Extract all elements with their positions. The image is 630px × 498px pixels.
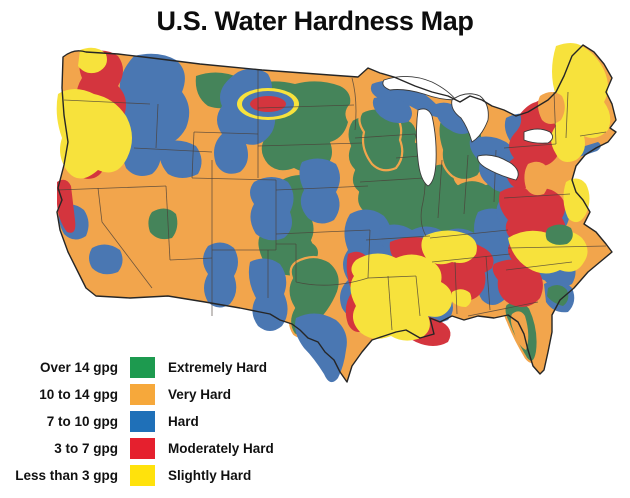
map-region-oregon-yellow xyxy=(56,89,132,179)
regions-slightly-hard xyxy=(56,43,611,341)
map-region-montana-ellipse-red xyxy=(250,96,286,112)
map-region-arizona xyxy=(203,242,238,308)
legend-row-hard: 7 to 10 gpg Hard xyxy=(6,408,274,435)
swatch-rect xyxy=(130,357,155,378)
legend-range: 10 to 14 gpg xyxy=(39,387,118,402)
swatch-rect xyxy=(130,411,155,432)
lake-ontario xyxy=(523,128,553,144)
map-region-nevada-utah-spot xyxy=(148,208,178,240)
legend-range: 3 to 7 gpg xyxy=(54,441,118,456)
map-region-penn-orange xyxy=(524,161,550,196)
legend-row-very-hard: 10 to 14 gpg Very Hard xyxy=(6,381,274,408)
map-region-south-central-yellow xyxy=(350,253,453,341)
page-title: U.S. Water Hardness Map xyxy=(156,6,474,36)
legend-range: 7 to 10 gpg xyxy=(46,414,118,429)
us-outline xyxy=(56,44,617,383)
legend-row-moderately-hard: 3 to 7 gpg Moderately Hard xyxy=(6,435,274,462)
map-region-nebraska xyxy=(299,158,340,224)
state-borders xyxy=(56,70,607,331)
lake-huron xyxy=(451,93,489,143)
map-region-georgia-red xyxy=(492,259,543,307)
map-region-adirondack-orange xyxy=(537,92,565,124)
map-region-newjersey-yellow xyxy=(563,178,590,223)
legend-swatch-yellow xyxy=(130,465,155,486)
legend-label: Slightly Hard xyxy=(168,468,252,483)
legend-label: Hard xyxy=(168,414,199,429)
legend-range: Over 14 gpg xyxy=(39,360,118,375)
swatch-rect xyxy=(130,438,155,459)
lake-michigan xyxy=(416,108,437,187)
legend-swatch-red xyxy=(130,438,155,459)
legend-label: Extremely Hard xyxy=(168,360,268,375)
legend-swatch-green xyxy=(130,357,155,378)
map-region-florida-orange-stripe xyxy=(510,311,529,350)
map-region-washington-yellow xyxy=(78,47,107,74)
map-region-virginia-green xyxy=(545,224,573,245)
map-region-washington-idaho xyxy=(119,53,190,176)
legend-range: Less than 3 gpg xyxy=(15,468,118,483)
legend-row-slightly-hard: Less than 3 gpg Slightly Hard xyxy=(6,462,274,489)
map-region-tennessee-yellow xyxy=(421,230,477,265)
legend-label: Moderately Hard xyxy=(168,441,274,456)
regions-accents xyxy=(510,92,573,350)
swatch-rect xyxy=(130,465,155,486)
legend-swatch-blue xyxy=(130,411,155,432)
map-region-california-south xyxy=(89,244,123,275)
legend-label: Very Hard xyxy=(168,387,232,402)
swatch-rect xyxy=(130,384,155,405)
map-region-norcal-coast-red xyxy=(57,179,76,233)
legend: Over 14 gpg Extremely Hard 10 to 14 gpg … xyxy=(6,354,274,489)
map-region-south-texas xyxy=(295,313,347,383)
lake-erie xyxy=(477,154,519,181)
map-region-georgia-coast-green xyxy=(547,284,569,306)
legend-swatch-orange xyxy=(130,384,155,405)
map-region-wisconsin-north xyxy=(372,96,412,124)
map-region-colorado xyxy=(250,177,294,241)
legend-row-extremely-hard: Over 14 gpg Extremely Hard xyxy=(6,354,274,381)
